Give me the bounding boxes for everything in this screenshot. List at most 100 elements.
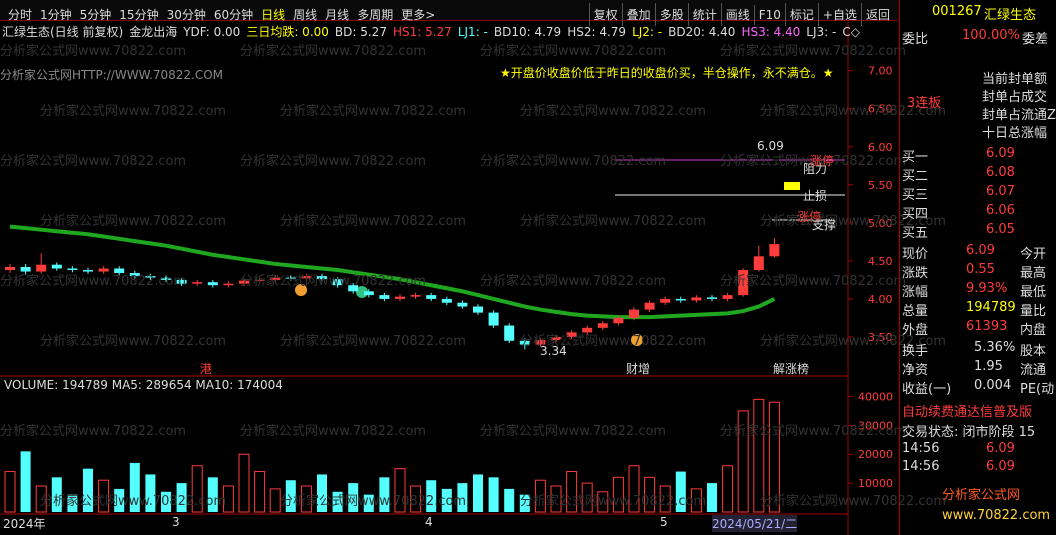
volume-bar [644,476,656,513]
toolbar-button[interactable]: F10 [753,5,785,25]
panel-text: 总量 [902,304,929,319]
candle-body [488,312,499,326]
volume-bar [35,485,47,513]
panel-text: 现价 [902,247,929,262]
toolbar-button[interactable]: 15分钟 [119,8,159,22]
y-tick-label: 4.50 [868,255,893,268]
volume-bar [457,483,468,512]
toolbar-button[interactable]: 日线 [261,8,286,22]
annotation: 涨停 [810,154,835,168]
volume-bar [4,471,16,513]
toolbar-button[interactable]: 画线 [720,3,754,26]
volume-bar [285,480,296,512]
panel-text: 当前封单额 [982,72,1048,87]
candle-body [707,297,717,299]
candle-body [613,317,624,324]
candle-body [207,282,218,286]
candle-body [317,276,327,280]
panel-text: 6.09 [986,441,1015,456]
candle-body [36,264,47,272]
candle-body [301,276,312,279]
volume-bar [394,468,406,513]
toolbar-button[interactable]: 叠加 [621,3,655,26]
toolbar-button[interactable]: 月线 [325,8,350,22]
panel-text: 委比 [902,32,929,47]
indicator-value: BD: 5.27 [334,25,387,39]
panel-text: 涨幅 [902,285,929,300]
panel-text: 001267 [932,4,982,19]
candle-body [67,268,78,271]
panel-text: 14:56 [902,441,940,456]
volume-bar [737,410,749,513]
watermark: 分析家公式网www.70822.com [280,494,467,509]
panel-text: 交易状态: 闭市阶段 15 [902,425,1036,440]
indicator-value: HS3: 4.40 [741,25,801,39]
volume-bar [597,491,609,513]
candle-body [426,295,437,299]
volume-bar [161,491,171,512]
candle-body [722,295,733,299]
panel-text: 买一 [902,150,929,165]
panel-text: www.70822.com [942,508,1051,523]
volume-bar [768,401,780,513]
volume-bar [348,483,359,512]
panel-text: 买四 [902,207,929,222]
candle-body [20,266,31,272]
panel-text: 买三 [902,188,929,203]
date-label: 5 [660,515,668,529]
candle-body [285,277,296,279]
toolbar-button[interactable]: 返回 [860,3,894,26]
candle-body [753,256,764,271]
candle-body [660,298,671,303]
y-tick-label: 20000 [858,448,893,461]
toolbar-button[interactable]: 周线 [293,8,318,22]
volume-bar [550,485,562,513]
panel-text: 内盘 [1020,323,1047,338]
toolbar-button[interactable]: 统计 [687,3,721,26]
date-label: 2024年 [3,517,46,531]
watermark: 分析家公式网www.70822.com [480,424,667,439]
volume-bar [504,488,515,512]
toolbar-button[interactable]: 多周期 [357,8,394,22]
panel-text: 汇绿生态 [984,8,1037,23]
volume-bar [473,474,483,512]
y-tick-label: 30000 [858,419,893,432]
panel-text: 十日总涨幅 [982,126,1048,141]
panel-text: 委差 [1022,32,1049,47]
candle-body [395,296,405,299]
quote-panel: 001267 汇绿生态 委比 100.00% 委差 3连板 当前封单额 封单占成交 封单占流通Z… [899,0,1056,535]
panel-text: 6.09 [986,459,1015,474]
watermark: 分析家公式网www.70822.com [520,334,707,349]
volume-bar [441,488,452,512]
volume-bar [67,494,78,512]
candle-body [348,285,359,292]
candle-body [332,279,343,286]
toolbar-button[interactable]: 更多> [401,8,436,22]
toolbar-button[interactable]: 60分钟 [213,8,254,22]
toolbar-button[interactable]: 标记 [784,3,818,26]
toolbar-button[interactable]: 多股 [654,3,688,26]
watermark: 分析家公式网www.70822.com [40,104,227,119]
candle-body [5,266,15,271]
toolbar-button[interactable]: 1分钟 [40,8,72,22]
candle-body [410,295,421,297]
toolbar-button[interactable]: 5分钟 [79,8,112,22]
candle-body [738,270,749,296]
panel-text: 9.93% [966,281,1008,296]
panel-text: 3连板 [907,96,942,111]
panel-text: 换手 [902,344,929,359]
panel-text: 6.05 [986,222,1015,237]
y-tick-label: 7.00 [868,65,893,78]
volume-bar [519,494,530,512]
buy-icon [295,284,307,296]
indicator-value: HS2: 4.79 [567,25,627,39]
toolbar-button[interactable]: +自选 [817,3,861,26]
toolbar-button[interactable]: 复权 [588,3,622,26]
candle-body [254,279,265,281]
panel-text: 买二 [902,169,929,184]
panel-text: 6.09 [966,243,995,258]
toolbar-button[interactable]: 分时 [8,8,33,22]
indicator-value: C◇ [842,25,860,39]
toolbar-button[interactable]: 30分钟 [166,8,206,22]
